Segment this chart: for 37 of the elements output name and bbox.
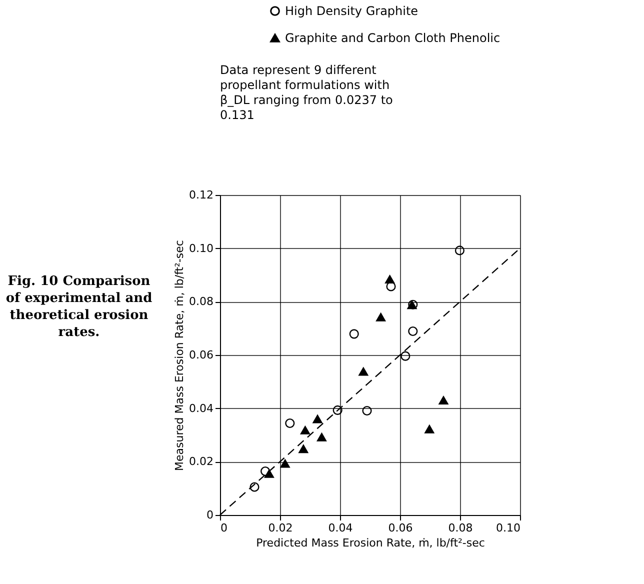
- x-tick-label: 0.02: [268, 522, 293, 534]
- point: [260, 466, 270, 476]
- y-tick-label: 0.06: [189, 348, 214, 362]
- y-tick-label: 0.10: [189, 242, 214, 255]
- point: [349, 329, 359, 339]
- point: [316, 432, 326, 442]
- x-axis-title: Predicted Mass Erosion Rate, ṁ, lb/ft²-sec: [256, 536, 485, 550]
- point: [358, 367, 368, 376]
- point: [312, 414, 322, 424]
- point: [438, 396, 448, 405]
- x-tick-label: 0.04: [328, 522, 353, 534]
- x-tick-label: 0.08: [448, 522, 473, 534]
- y-tick-label: 0: [206, 508, 214, 522]
- caption: Fig. 10 Comparison of experimental and theoretical erosion rates.: [6, 274, 152, 340]
- text: Data represent 9 different propellant formulations with β_DL ranging from 0.0237 to 0.131: [220, 63, 393, 122]
- legend-label: Graphite and Carbon Cloth Phenolic: [285, 31, 500, 45]
- point: [285, 418, 295, 428]
- point: [408, 326, 418, 336]
- y-tick-label: 0.02: [189, 455, 214, 468]
- point: [454, 246, 464, 256]
- legend-label: High Density Graphite: [285, 4, 418, 18]
- y-tick-label: 0.12: [189, 188, 214, 202]
- point: [250, 482, 260, 492]
- x-tick-label: 0.10: [496, 522, 520, 534]
- point: [400, 351, 410, 361]
- y-tick-label: 0.08: [189, 295, 214, 308]
- point: [298, 444, 308, 454]
- point: [424, 424, 434, 434]
- y-tick-label: 0.04: [189, 402, 214, 415]
- point: [332, 405, 342, 415]
- point: [362, 406, 372, 416]
- point: [376, 312, 386, 322]
- point: [300, 426, 310, 434]
- y-axis-title: Measured Mass Erosion Rate, ṁ, lb/ft²-sec: [173, 240, 186, 471]
- point: [280, 459, 290, 468]
- x-tick-label: 0.06: [388, 522, 413, 534]
- x-tick-label: 0: [220, 522, 228, 534]
